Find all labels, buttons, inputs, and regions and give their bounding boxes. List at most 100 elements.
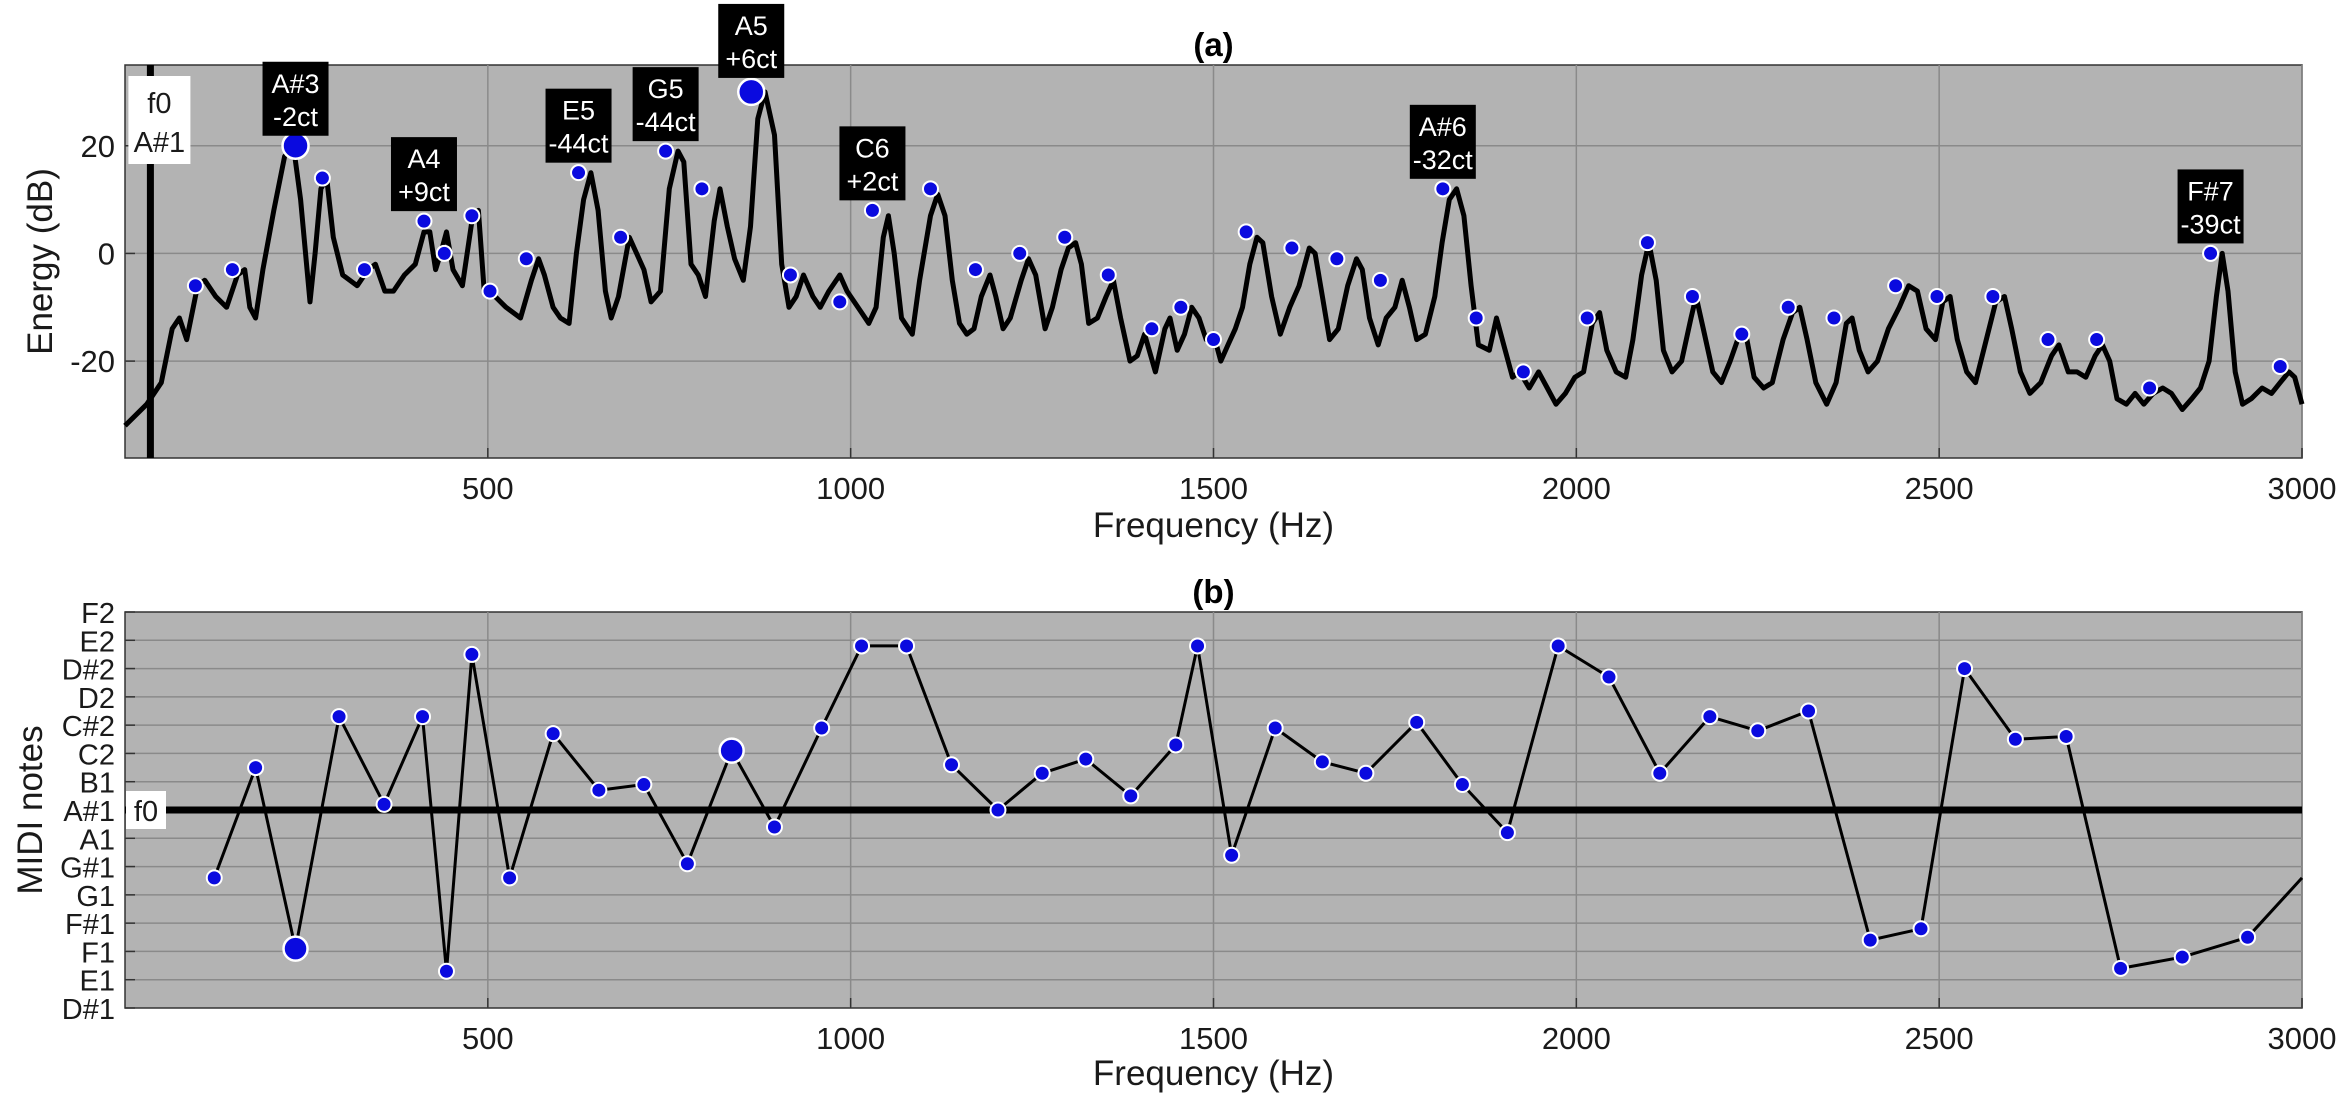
panel-a-annotation-box	[632, 67, 699, 142]
panel-a-title: (a)	[1193, 26, 1233, 63]
panel-a-spectrum-curve	[123, 89, 2305, 428]
panel-a-peak-marker	[415, 212, 433, 230]
panel-a-annotation-note: C6	[855, 133, 890, 163]
panel-a-annotation-box	[390, 137, 457, 212]
panel-b-point	[2057, 727, 2075, 745]
panel-b-point	[1861, 931, 1879, 949]
panel-b-xtick-label: 1500	[1179, 1021, 1248, 1056]
panel-a-peak-marker	[1467, 309, 1485, 327]
panel-b-point	[1912, 920, 1930, 938]
panel-b-point	[1357, 764, 1375, 782]
panel-a-peak-marker	[1283, 239, 1301, 257]
panel-b-point	[1749, 722, 1767, 740]
panel-b-ticks: 500 1000 1500 2000 2500 3000 D#1E1F1F#1G1G#1A1…	[60, 598, 2336, 1056]
panel-b-ytick-label: A#1	[63, 796, 115, 828]
panel-b-ytick-label: F1	[81, 937, 115, 969]
panel-a-ytick-label: 20	[81, 129, 115, 164]
panel-a-peak-marker	[186, 277, 204, 295]
panel-a-annotation-box	[718, 3, 785, 78]
panel-a-peak-marker	[2271, 357, 2289, 375]
panel-a-annotation-note: A#3	[272, 69, 320, 99]
panel-a-ytick-label: 0	[98, 236, 115, 271]
panel-b-ytick-label: D2	[78, 683, 115, 715]
panel-a-peak-marker	[435, 244, 453, 262]
panel-a-peak-marker	[657, 142, 675, 160]
panel-b-ytick-label: E1	[80, 966, 115, 998]
panel-a-peak-marker	[1099, 266, 1117, 284]
panel-b-ylabel: MIDI notes	[11, 725, 50, 894]
panel-a-annotation-cents: -44ct	[636, 107, 697, 137]
panel-a-peak-marker	[1638, 234, 1656, 252]
panel-a-annotation-cents: +6ct	[725, 44, 777, 74]
panel-b-point	[1033, 764, 1051, 782]
panel-a-f0-marker: f0A#1	[128, 65, 191, 458]
panel-a-f0-label-box	[128, 76, 191, 164]
panel-b-point	[1600, 668, 1618, 686]
panel-b-point	[590, 781, 608, 799]
panel-a-annotation-box	[2177, 169, 2244, 244]
panel-b-point	[544, 725, 562, 743]
panel-a-peak-marker	[1779, 298, 1797, 316]
panel-b-point	[1800, 702, 1818, 720]
panel-a-peak-marker	[1928, 287, 1946, 305]
panel-a-annotation-cents: +2ct	[847, 166, 899, 196]
panel-b-f0-marker: f0	[125, 791, 2302, 829]
panel-a-annotation-cents: -44ct	[549, 129, 610, 159]
panel-b-point	[205, 869, 223, 887]
panel-b-point	[853, 637, 871, 655]
panel-a-peak-marker	[1984, 287, 2002, 305]
panel-a-annotation-note: A5	[735, 11, 768, 41]
panel-b-ytick-label: F#1	[65, 909, 115, 941]
panel-a-annotation-note: G5	[648, 74, 684, 104]
panel-a-xtick-label: 2000	[1542, 471, 1611, 506]
panel-a-peak-marker	[1434, 180, 1452, 198]
panel-a-xtick-label: 2500	[1905, 471, 1974, 506]
panel-a-annotation-cents: -2ct	[273, 102, 319, 132]
panel-a-peak-marker	[863, 201, 881, 219]
panel-b-ytick-label: G1	[76, 881, 115, 913]
panel-b-ytick-label: A1	[80, 824, 115, 856]
panel-b-point	[501, 869, 519, 887]
panel-a-peak-marker	[1371, 271, 1389, 289]
panel-a-peak-marker	[2202, 244, 2220, 262]
panel-b-point-large	[282, 935, 309, 962]
panel-b-ytick-label: F2	[81, 598, 115, 630]
panel-b-point	[765, 818, 783, 836]
panel-b-point	[1223, 846, 1241, 864]
panel-a-peak-marker	[1733, 325, 1751, 343]
panel-b-point-large	[718, 737, 745, 764]
panel-a-annotation-note: F#7	[2187, 176, 2234, 206]
panel-a-peak-marker	[1143, 320, 1161, 338]
panel-a-annotation-box	[262, 61, 329, 136]
panel-b-grid	[125, 612, 2303, 1008]
panel-a-peak-marker	[517, 250, 535, 268]
panel-b-xtick-label: 1000	[816, 1021, 885, 1056]
panel-b-point	[2006, 730, 2024, 748]
panel-b-point	[1651, 764, 1669, 782]
panel-b-point	[635, 776, 653, 794]
panel-a-peak-marker-large	[281, 131, 310, 161]
panel-b-xlabel: Frequency (Hz)	[1093, 1054, 1334, 1093]
panel-a-peak-marker	[1237, 223, 1255, 241]
panel-a-peak-marker	[831, 293, 849, 311]
panel-a-peaks	[186, 77, 2289, 397]
panel-b-point	[898, 637, 916, 655]
panel-b-point	[1498, 824, 1516, 842]
panel-b-point	[1701, 708, 1719, 726]
panel-a-xtick-label: 1000	[816, 471, 885, 506]
panel-b-point	[463, 645, 481, 663]
panel-a-peak-marker-large	[737, 77, 766, 107]
panel-a-annotations: A#3-2ctA4+9ctE5-44ctG5-44ctA5+6ctC6+2ctA…	[262, 3, 2244, 244]
panel-b-ytick-label: G#1	[60, 853, 115, 885]
panel-a-f0-label: f0	[147, 88, 171, 120]
panel-b-point	[1313, 753, 1331, 771]
panel-a-peak-marker	[2039, 331, 2057, 349]
panel-a-xtick-label: 500	[462, 471, 514, 506]
panel-a-peak-marker	[355, 261, 373, 279]
panel-a-peak-marker	[1514, 363, 1532, 381]
panel-a-spectrum-line	[123, 89, 2305, 428]
panel-b-point	[813, 719, 831, 737]
panel-a-annotation-note: E5	[562, 96, 595, 126]
